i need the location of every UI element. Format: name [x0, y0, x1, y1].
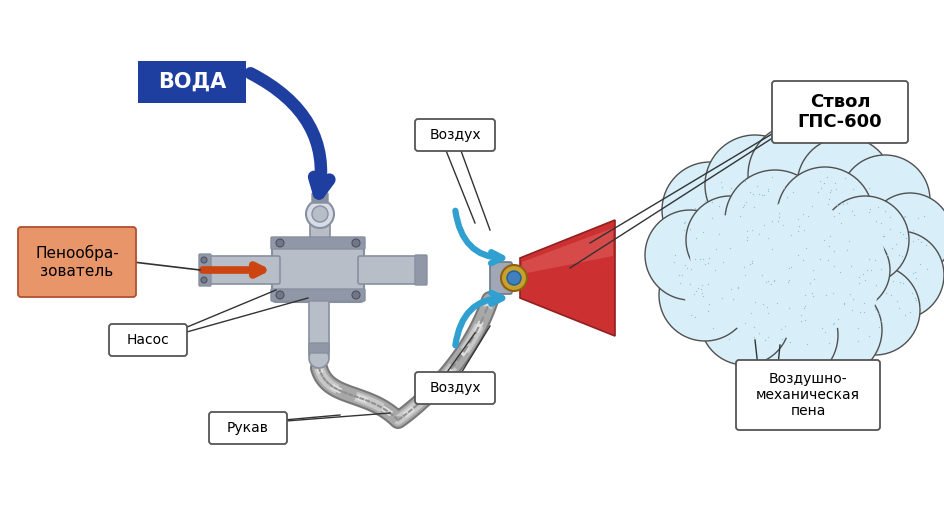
Circle shape [868, 193, 944, 277]
Circle shape [501, 265, 527, 291]
Circle shape [856, 231, 944, 319]
Text: Пенообра-
зователь: Пенообра- зователь [35, 245, 119, 279]
Circle shape [802, 252, 878, 328]
FancyBboxPatch shape [415, 255, 427, 285]
Circle shape [201, 257, 207, 263]
Text: Рукав: Рукав [228, 421, 269, 435]
Circle shape [682, 247, 758, 323]
Circle shape [700, 275, 790, 365]
Circle shape [645, 210, 735, 300]
FancyBboxPatch shape [312, 193, 328, 203]
FancyBboxPatch shape [736, 360, 880, 430]
Circle shape [705, 135, 805, 235]
Circle shape [720, 255, 800, 335]
Circle shape [742, 287, 838, 383]
FancyBboxPatch shape [309, 297, 329, 356]
Circle shape [352, 239, 360, 247]
FancyBboxPatch shape [358, 256, 420, 284]
Text: Насос: Насос [126, 333, 169, 347]
FancyBboxPatch shape [415, 372, 495, 404]
Circle shape [821, 196, 909, 284]
Polygon shape [522, 228, 613, 274]
Circle shape [766, 204, 854, 292]
FancyBboxPatch shape [271, 237, 365, 249]
Circle shape [725, 170, 825, 270]
Text: ВОДА: ВОДА [158, 72, 227, 92]
Circle shape [507, 271, 521, 285]
Circle shape [840, 155, 930, 245]
Circle shape [309, 348, 329, 368]
Circle shape [662, 162, 758, 258]
FancyBboxPatch shape [772, 81, 908, 143]
FancyBboxPatch shape [199, 254, 211, 286]
FancyBboxPatch shape [415, 119, 495, 151]
Text: Воздух: Воздух [430, 381, 480, 395]
Circle shape [312, 206, 328, 222]
Circle shape [830, 265, 920, 355]
Circle shape [797, 137, 893, 233]
Circle shape [728, 203, 812, 287]
Circle shape [690, 215, 770, 295]
FancyBboxPatch shape [490, 262, 512, 294]
FancyBboxPatch shape [109, 324, 187, 356]
Circle shape [306, 200, 334, 228]
FancyBboxPatch shape [272, 238, 364, 302]
Circle shape [758, 256, 842, 340]
Circle shape [714, 214, 806, 306]
FancyBboxPatch shape [309, 343, 329, 353]
FancyBboxPatch shape [138, 61, 246, 103]
Circle shape [686, 196, 774, 284]
Circle shape [810, 230, 890, 310]
Circle shape [659, 249, 751, 341]
Circle shape [805, 218, 885, 298]
Circle shape [777, 167, 873, 263]
Circle shape [276, 291, 284, 299]
FancyBboxPatch shape [271, 289, 365, 301]
Text: Воздух: Воздух [430, 128, 480, 142]
Circle shape [201, 277, 207, 283]
Circle shape [748, 123, 852, 227]
FancyBboxPatch shape [310, 217, 330, 257]
Circle shape [762, 217, 858, 313]
Polygon shape [520, 220, 615, 336]
Circle shape [788, 283, 882, 377]
Circle shape [352, 291, 360, 299]
FancyBboxPatch shape [18, 227, 136, 297]
FancyBboxPatch shape [209, 412, 287, 444]
FancyBboxPatch shape [206, 256, 280, 284]
Circle shape [276, 239, 284, 247]
Text: Воздушно-
механическая
пена: Воздушно- механическая пена [756, 372, 860, 418]
Text: Ствол
ГПС-600: Ствол ГПС-600 [798, 93, 883, 132]
